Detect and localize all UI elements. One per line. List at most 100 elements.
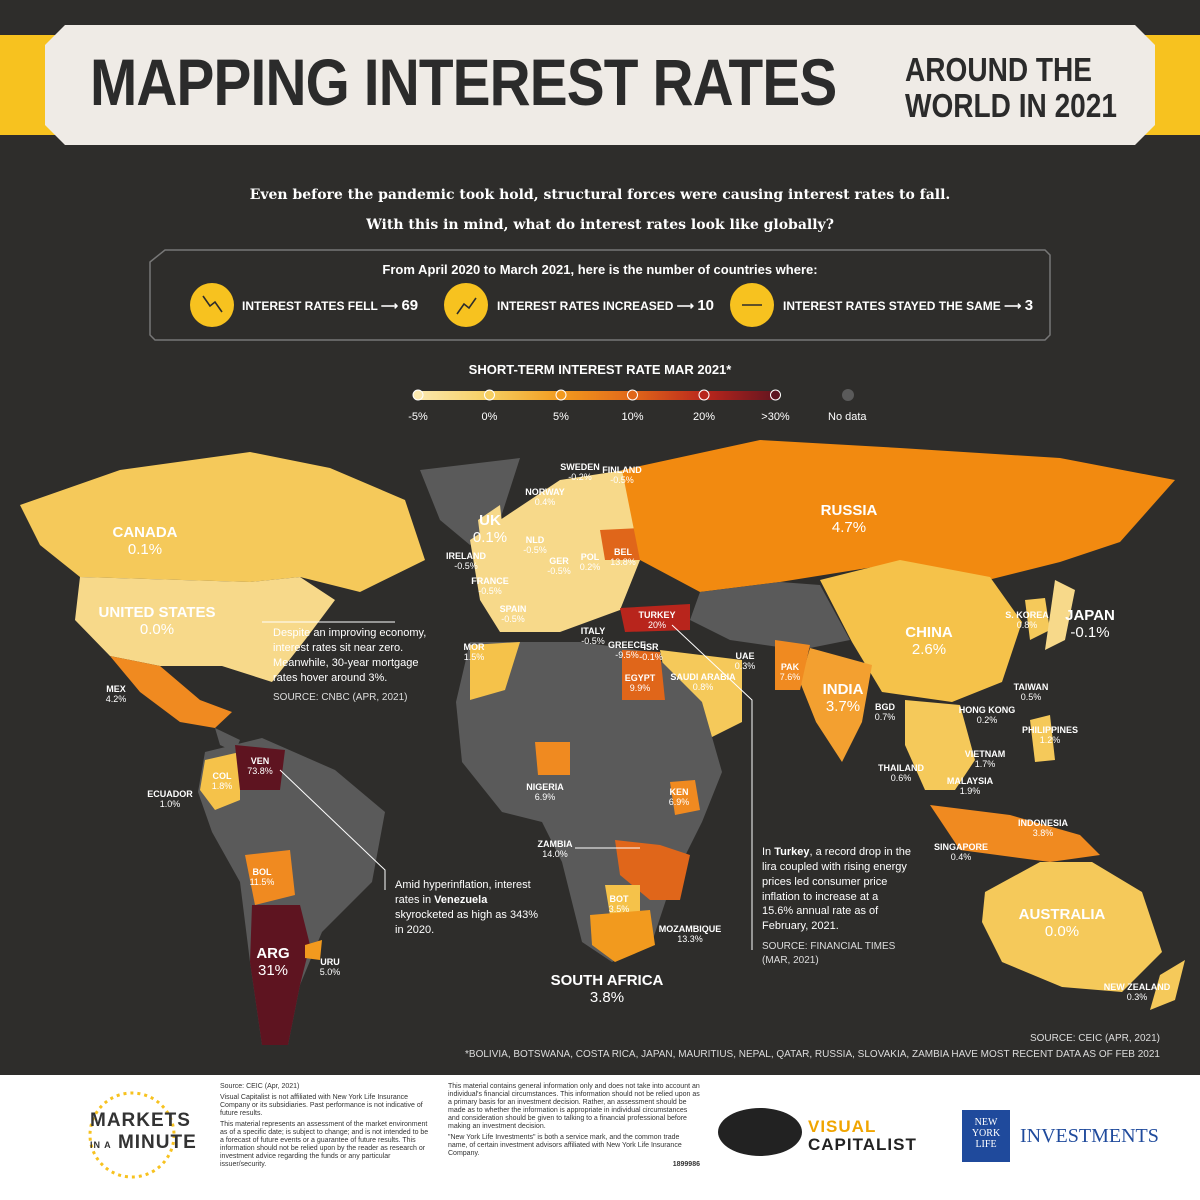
note-text: Despite an improving economy, interest r… bbox=[273, 627, 427, 684]
legend-label: 5% bbox=[553, 411, 569, 423]
country-name: COL bbox=[212, 771, 232, 781]
vc-line: VISUAL bbox=[808, 1117, 877, 1136]
country-name: EGYPT bbox=[624, 673, 656, 683]
country-rate: 3.5% bbox=[608, 904, 630, 915]
icon-arrows bbox=[202, 295, 762, 315]
title: MAPPING INTEREST RATES bbox=[90, 45, 837, 119]
country-rate: 13.3% bbox=[677, 934, 703, 945]
country-name: SOUTH AFRICA bbox=[550, 972, 664, 989]
country-name: VEN bbox=[250, 756, 270, 766]
subtitle-line: WORLD IN 2021 bbox=[905, 87, 1117, 125]
country-rate: 0.3% bbox=[734, 661, 756, 672]
country-name: NORWAY bbox=[525, 487, 565, 497]
country-name: PAK bbox=[780, 662, 800, 672]
country-name: SPAIN bbox=[499, 604, 527, 614]
legend-label: 0% bbox=[481, 411, 498, 423]
country-name: ZAMBIA bbox=[537, 839, 573, 849]
country-name: SWEDEN bbox=[560, 462, 600, 472]
disclaimer-text: Visual Capitalist is not affiliated with… bbox=[220, 1094, 423, 1118]
country-label: TURKEY 20% bbox=[638, 610, 675, 631]
country-name: SAUDI ARABIA bbox=[670, 672, 736, 682]
country-rate: 0.5% bbox=[1020, 692, 1042, 703]
country-rate: 0.3% bbox=[1126, 992, 1148, 1003]
country-name: NIGERIA bbox=[526, 782, 564, 792]
disclaimer-text: Source: CEIC (Apr, 2021) bbox=[220, 1083, 300, 1090]
country-rate: 1.7% bbox=[974, 759, 996, 770]
country-rate: -9.5% bbox=[615, 650, 639, 661]
stat-count: 10 bbox=[697, 297, 715, 314]
country-rate: -0.2% bbox=[568, 472, 592, 483]
country-rate: 1.5% bbox=[463, 652, 485, 663]
country-label: NORWAY 0.4% bbox=[525, 487, 565, 508]
country-rate: 1.0% bbox=[159, 799, 181, 810]
country-label: UAE 0.3% bbox=[735, 651, 756, 672]
country-label: MALAYSIA 1.9% bbox=[947, 776, 993, 797]
country-label: VEN 73.8% bbox=[247, 756, 273, 777]
country-name: FINLAND bbox=[602, 465, 642, 475]
country-rate: 0.8% bbox=[1016, 620, 1038, 631]
country-rate: -0.5% bbox=[610, 475, 634, 486]
country-label: TAIWAN 0.5% bbox=[1014, 682, 1049, 703]
vc-logo bbox=[718, 1108, 802, 1156]
country-name: BGD bbox=[874, 702, 895, 712]
country-name: URU bbox=[320, 957, 340, 967]
country-name: AUSTRALIA bbox=[1018, 906, 1106, 923]
note-bold: Venezuela bbox=[434, 893, 488, 906]
country-label: SAUDI ARABIA 0.8% bbox=[670, 672, 735, 693]
country-rate: -0.1% bbox=[1070, 624, 1110, 642]
nyl-logo-bg bbox=[962, 1110, 1010, 1162]
country-label: SOUTH AFRICA 3.8% bbox=[551, 972, 664, 1007]
country-name: ARG bbox=[256, 945, 290, 962]
country-rate: 0.4% bbox=[950, 852, 972, 863]
country-rate: 0.2% bbox=[579, 562, 601, 573]
stat-label: INTEREST RATES INCREASED bbox=[497, 299, 674, 313]
country-label: COL 1.8% bbox=[212, 771, 233, 792]
country-rate: 14.0% bbox=[542, 849, 568, 860]
stats-box bbox=[149, 249, 1051, 341]
country-label: PHILIPPINES 1.2% bbox=[1022, 725, 1078, 746]
brand-ring bbox=[88, 1091, 176, 1179]
banner bbox=[45, 25, 1155, 145]
country-label: ECUADOR 1.0% bbox=[147, 789, 193, 810]
country-label: POL 0.2% bbox=[580, 552, 601, 573]
country-rate: 0.1% bbox=[472, 529, 508, 547]
stat: INTEREST RATES FELL ⟶ 69 bbox=[242, 297, 419, 314]
country-rate: 3.8% bbox=[589, 989, 625, 1007]
country-name: TURKEY bbox=[638, 610, 676, 620]
country-label: FRANCE -0.5% bbox=[471, 576, 509, 597]
country-rate: -0.5% bbox=[501, 614, 525, 625]
legend-swatch bbox=[412, 389, 424, 401]
stat-label: INTEREST RATES STAYED THE SAME bbox=[783, 299, 1001, 313]
country-name: FRANCE bbox=[471, 576, 509, 586]
legend-label: 20% bbox=[692, 411, 716, 423]
country-rate: 73.8% bbox=[247, 766, 273, 777]
disclaimer-text: "New York Life Investments" is both a se… bbox=[448, 1134, 682, 1158]
stat-label: INTEREST RATES FELL bbox=[242, 299, 378, 313]
country-rate: 1.2% bbox=[1039, 735, 1061, 746]
intro-line: Even before the pandemic took hold, stru… bbox=[249, 187, 951, 203]
note-text: In bbox=[762, 846, 775, 858]
country-label: SWEDEN -0.2% bbox=[560, 462, 600, 483]
country-rate: 11.5% bbox=[249, 877, 275, 888]
country-label: NIGERIA 6.9% bbox=[526, 782, 564, 803]
country-name: THAILAND bbox=[878, 763, 924, 773]
country-label: MOR 1.5% bbox=[464, 642, 485, 663]
country-name: BEL bbox=[614, 547, 632, 557]
country-rate: 13.8% bbox=[610, 557, 636, 568]
venezuela-note: Amid hyperinflation, interest rates in V… bbox=[395, 878, 545, 937]
country-name: MOR bbox=[463, 642, 485, 652]
intro-line: With this in mind, what do interest rate… bbox=[366, 217, 834, 233]
subtitle-line: AROUND THE bbox=[905, 51, 1092, 88]
country-label: SINGAPORE 0.4% bbox=[934, 842, 988, 863]
country-name: INDONESIA bbox=[1017, 818, 1069, 828]
country-name: BOT bbox=[609, 894, 629, 904]
turkey-note: In Turkey, a record drop in the lira cou… bbox=[762, 845, 912, 967]
country-rate: 7.6% bbox=[779, 672, 801, 683]
country-name: ITALY bbox=[580, 626, 606, 636]
country-name: KEN bbox=[669, 787, 689, 797]
legend-swatch bbox=[698, 389, 710, 401]
disclaimer-code: 1899986 bbox=[672, 1161, 700, 1169]
country-rate: 1.8% bbox=[211, 781, 233, 792]
country-name: CANADA bbox=[112, 524, 178, 541]
